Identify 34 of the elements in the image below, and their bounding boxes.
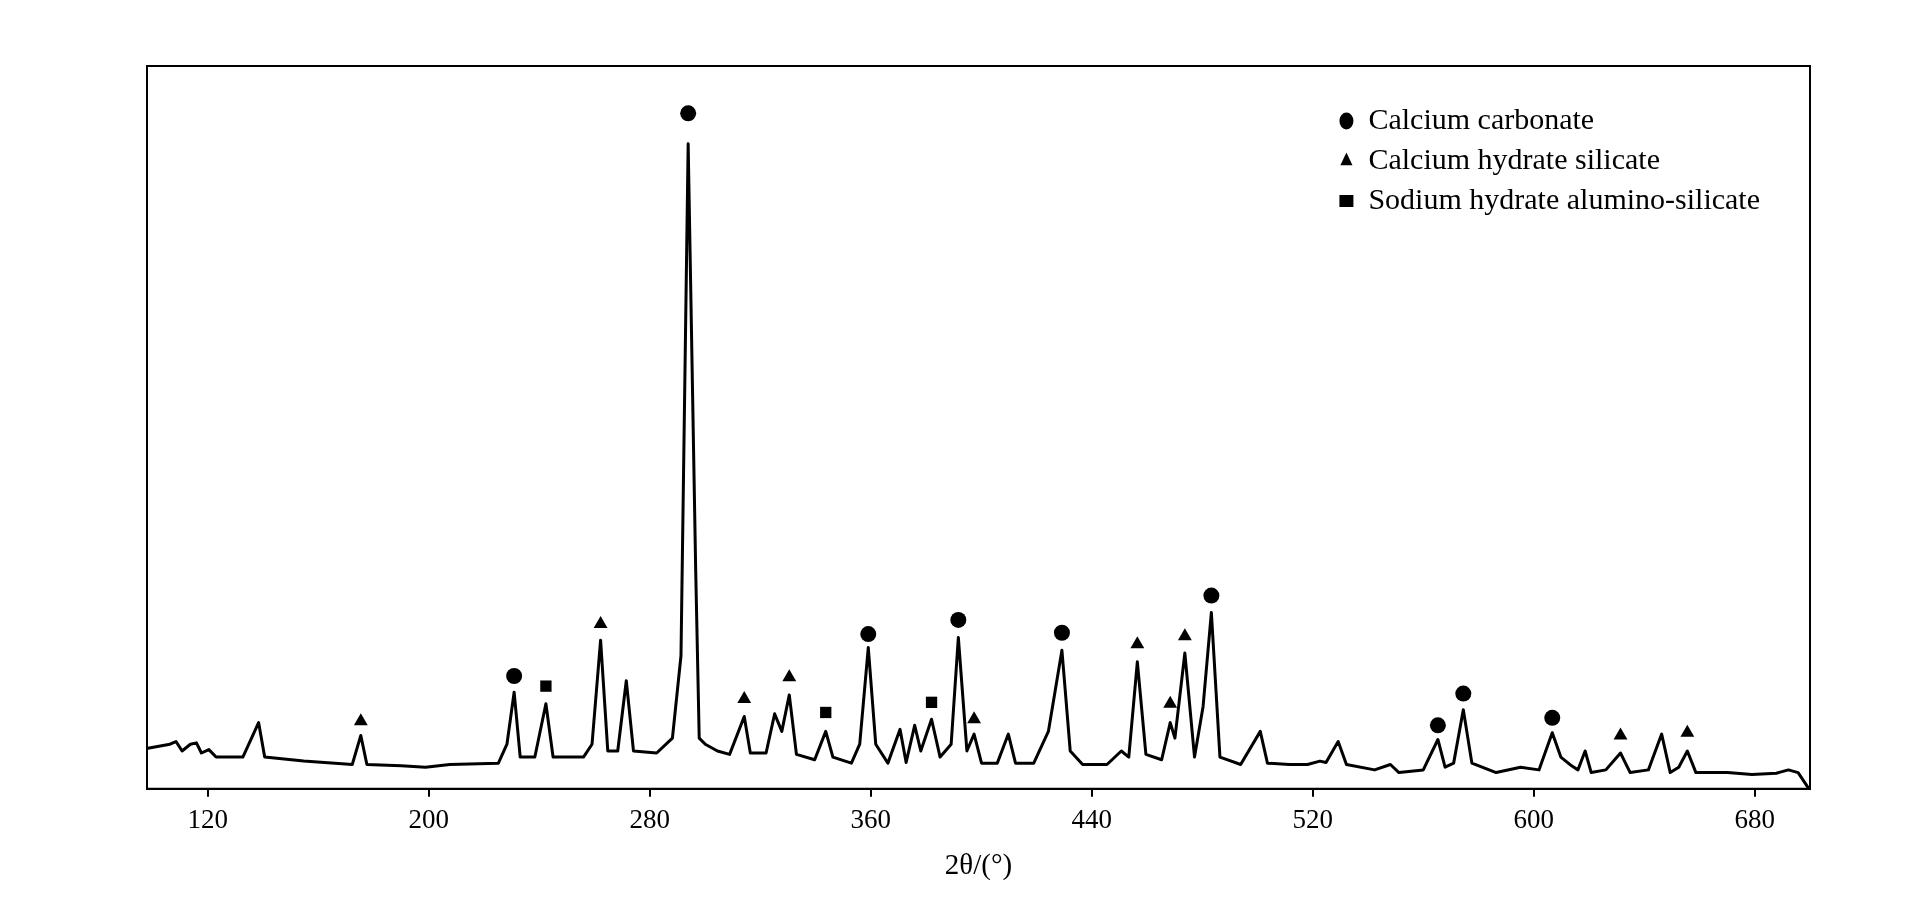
point (925, 696, 938, 708)
point (967, 711, 982, 724)
legend-label: Calcium hydrate silicate (1368, 141, 1660, 175)
x-tick-label: 520 (1292, 804, 1334, 835)
point (737, 690, 752, 703)
point (506, 667, 523, 684)
point (1613, 727, 1628, 740)
point (593, 615, 608, 628)
point (680, 105, 697, 122)
point (1544, 709, 1561, 726)
point (1177, 628, 1192, 641)
point (820, 706, 832, 719)
x-tick-label: 440 (1071, 804, 1113, 835)
x-tick-label: 200 (408, 804, 450, 835)
x-tick-label: 600 (1513, 804, 1554, 835)
point (950, 611, 967, 628)
point (782, 669, 797, 682)
point (1130, 636, 1145, 649)
point (540, 680, 552, 692)
point (1053, 624, 1070, 641)
x-tick-label: 360 (850, 804, 892, 835)
legend-label: Calcium carbonate (1368, 101, 1595, 135)
point (860, 626, 877, 643)
point (353, 713, 368, 726)
x-tick-label: 680 (1734, 804, 1775, 835)
point (1455, 685, 1472, 702)
x-tick-label: 120 (187, 804, 229, 835)
point (1163, 695, 1178, 708)
point (1429, 717, 1446, 734)
legend-label: Sodium hydrate alumino-silicate (1368, 181, 1761, 215)
x-tick-label: 280 (629, 804, 671, 835)
x-axis-title: 2θ/(°) (944, 848, 1013, 882)
point (1680, 724, 1695, 737)
point (1203, 587, 1220, 604)
